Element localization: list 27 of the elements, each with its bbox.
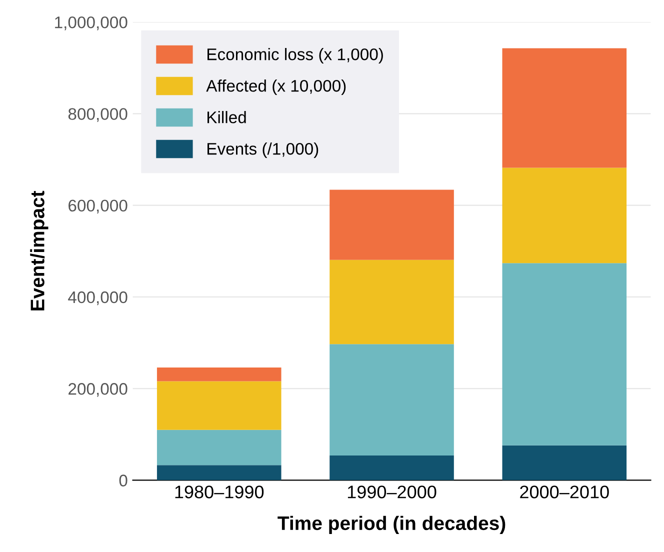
bar	[330, 190, 454, 260]
y-tick-label: 800,000	[68, 108, 128, 122]
bar	[330, 344, 454, 456]
legend-label: Economic loss (x 1,000)	[208, 48, 383, 64]
x-tick-label: 1990–2000	[348, 486, 436, 498]
x-tick-label: 1980–1990	[175, 486, 264, 498]
x-tick-label: 2000–2010	[520, 486, 609, 498]
bar	[330, 456, 454, 480]
y-tick-label: 1,000,000	[55, 16, 128, 30]
legend-label: Affected (x 10,000)	[206, 80, 346, 96]
bar	[502, 445, 627, 480]
bar	[502, 168, 627, 264]
bar	[330, 260, 454, 344]
y-tick-label: 0	[119, 474, 128, 486]
legend-label: Killed	[208, 111, 246, 124]
y-tick-label: 600,000	[68, 200, 128, 214]
x-axis-title: Time period (in decades)	[278, 516, 506, 534]
bar	[502, 48, 627, 168]
bar	[502, 263, 627, 446]
y-axis-title: Event/impact	[30, 190, 48, 310]
y-tick-label: 200,000	[68, 383, 128, 397]
bar	[156, 368, 282, 382]
bar	[156, 381, 282, 430]
y-tick-label: 400,000	[68, 291, 128, 306]
bar	[156, 465, 282, 480]
legend-label: Events (/1,000)	[208, 142, 318, 158]
bar	[156, 430, 282, 466]
